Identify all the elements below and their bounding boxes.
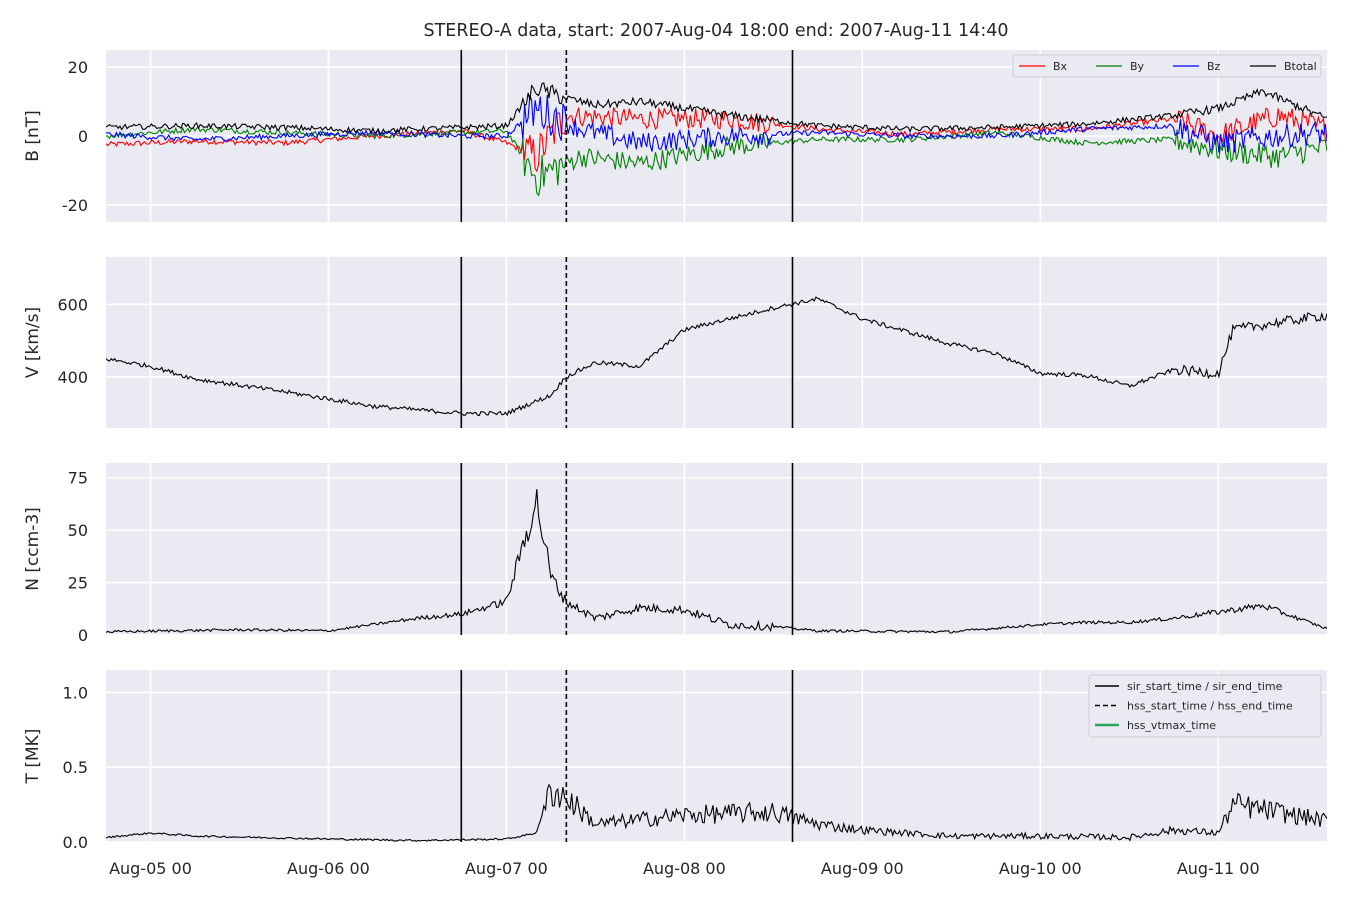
panel-t-series-trace-line bbox=[106, 783, 1327, 842]
legend-b: Bx By Bz Btotal bbox=[1012, 54, 1322, 78]
panel-t-traces bbox=[106, 783, 1327, 842]
panel-b-ytick-label-0: -20 bbox=[62, 196, 88, 215]
chart-title: STEREO-A data, start: 2007-Aug-04 18:00 … bbox=[424, 21, 1009, 41]
legend-t-label-1: hss_start_time / hss_end_time bbox=[1127, 700, 1293, 713]
panel-v-background bbox=[106, 257, 1327, 428]
panel-t-ytick-label-1: 0.5 bbox=[63, 758, 88, 777]
panel-v: 400 600 V [km/s] bbox=[23, 257, 1327, 428]
xtick-label-6: Aug-11 00 bbox=[1177, 859, 1260, 878]
panel-b-series-btotal-line bbox=[106, 82, 1327, 135]
legend-b-label-bz: Bz bbox=[1207, 60, 1221, 73]
xtick-label-5: Aug-10 00 bbox=[999, 859, 1082, 878]
xtick-label-2: Aug-07 00 bbox=[465, 859, 548, 878]
panel-t-ytick-label-2: 1.0 bbox=[63, 683, 88, 702]
panel-b-traces bbox=[106, 82, 1327, 197]
panel-n-ylabel: N [ccm-3] bbox=[23, 507, 43, 591]
xtick-label-0: Aug-05 00 bbox=[109, 859, 192, 878]
legend-b-label-btotal: Btotal bbox=[1284, 60, 1317, 73]
legend-t-label-2: hss_vtmax_time bbox=[1127, 719, 1216, 732]
panels: -20 0 20 B [nT] 400 600 V [km/s] 0 25 50 75 N [ccm-… bbox=[23, 50, 1327, 852]
panel-t-ylabel: T [MK] bbox=[23, 729, 43, 785]
legend-t: sir_start_time / sir_end_time hss_start_t… bbox=[1088, 674, 1322, 738]
legend-t-frame bbox=[1088, 674, 1322, 738]
xtick-label-4: Aug-09 00 bbox=[821, 859, 904, 878]
panel-n-ytick-label-3: 75 bbox=[68, 469, 88, 488]
panel-n: 0 25 50 75 N [ccm-3] bbox=[23, 463, 1327, 645]
panel-v-ylabel: V [km/s] bbox=[23, 307, 43, 378]
panel-b-ytick-label-2: 20 bbox=[68, 58, 88, 77]
xtick-label-1: Aug-06 00 bbox=[287, 859, 370, 878]
panel-v-ytick-label-0: 400 bbox=[57, 368, 88, 387]
panel-n-ytick-label-2: 50 bbox=[68, 521, 88, 540]
panel-v-traces bbox=[106, 296, 1327, 417]
panel-b-series-by-line bbox=[106, 126, 1327, 197]
legend-b-label-bx: Bx bbox=[1053, 60, 1068, 73]
panel-n-traces bbox=[106, 489, 1327, 634]
panel-n-series-trace-line bbox=[106, 489, 1327, 634]
legend-t-label-0: sir_start_time / sir_end_time bbox=[1127, 680, 1283, 693]
panel-b-ytick-label-1: 0 bbox=[78, 127, 88, 146]
panel-n-background bbox=[106, 463, 1327, 635]
panel-t-ytick-label-0: 0.0 bbox=[63, 833, 88, 852]
panel-b-ylabel: B [nT] bbox=[23, 110, 43, 162]
panel-n-ytick-label-0: 0 bbox=[78, 626, 88, 645]
legend-b-label-by: By bbox=[1130, 60, 1145, 73]
panel-b: -20 0 20 B [nT] bbox=[23, 50, 1327, 222]
panel-v-series-trace-line bbox=[106, 296, 1327, 417]
x-axis: Aug-05 00 Aug-06 00 Aug-07 00 Aug-08 00 Aug-… bbox=[109, 859, 1260, 878]
xtick-label-3: Aug-08 00 bbox=[643, 859, 726, 878]
panel-b-series-bz-line bbox=[106, 94, 1327, 153]
legend-b-frame bbox=[1012, 54, 1322, 78]
panel-n-ytick-label-1: 25 bbox=[68, 574, 88, 593]
panel-v-ytick-label-1: 600 bbox=[57, 295, 88, 314]
